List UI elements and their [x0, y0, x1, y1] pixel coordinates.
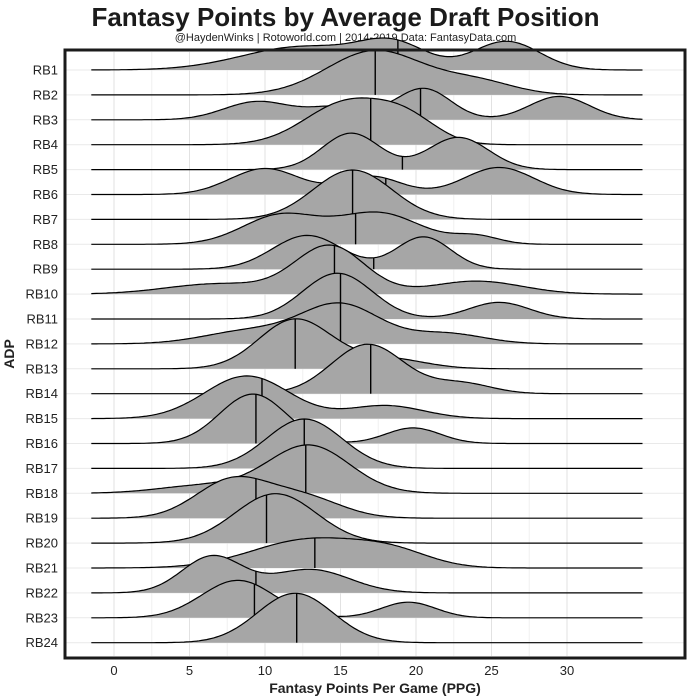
y-tick-labels: RB1 RB2 RB3 RB4 RB5 RB6 RB7 RB8 RB9 RB10 RB11 RB12 R…: [25, 63, 58, 651]
chart-title: Fantasy Points by Average Draft Position: [91, 2, 600, 32]
ridge-outline: [91, 493, 643, 544]
y-tick-label: RB24: [25, 635, 58, 650]
ridge-rb23: [91, 579, 643, 619]
ridge-outline: [91, 244, 643, 295]
y-tick-label: RB4: [33, 137, 58, 152]
ridge-fill: [91, 235, 643, 270]
x-tick-label: 5: [186, 663, 193, 678]
ridge-fill: [91, 580, 643, 618]
ridge-rb18: [91, 444, 643, 494]
chart-subtitle: @HaydenWinks | Rotoworld.com | 2014-2019…: [174, 32, 517, 44]
ridge-outline: [91, 475, 643, 519]
y-tick-label: RB11: [26, 312, 58, 327]
y-tick-label: RB19: [25, 511, 58, 526]
y-tick-label: RB6: [33, 187, 58, 202]
x-tick-labels: 0 5 10 15 20 25 30: [110, 663, 574, 678]
y-tick-label: RB13: [25, 361, 58, 376]
ridge-rb4: [91, 97, 643, 146]
ridge-fill: [91, 245, 643, 295]
ridge-outline: [91, 375, 643, 420]
y-tick-label: RB23: [25, 610, 58, 625]
ridge-rb8: [91, 211, 643, 245]
y-tick-label: RB22: [25, 585, 58, 600]
ridge-outline: [91, 343, 643, 395]
plot-panel-border: [63, 48, 687, 660]
ridge-fill: [91, 50, 643, 95]
ridge-rb16: [91, 393, 643, 445]
x-tick-label: 20: [409, 663, 423, 678]
ridge-rb2: [91, 49, 643, 96]
ridge-rb20: [91, 493, 643, 544]
y-axis-title: ADP: [1, 339, 17, 369]
ridge-outline: [91, 234, 643, 270]
ridge-outline: [91, 97, 643, 146]
ridge-fill: [91, 212, 643, 245]
x-tick-label: 25: [484, 663, 498, 678]
ridge-rb5: [91, 132, 643, 171]
y-tick-label: RB17: [25, 461, 58, 476]
ridge-outline: [91, 444, 643, 494]
ridge-rb12: [91, 302, 643, 345]
ridge-fill: [91, 476, 643, 519]
ridge-fill: [91, 170, 643, 220]
ridge-outline: [91, 592, 643, 644]
ridge-outline: [91, 554, 643, 594]
x-tick-label: 15: [333, 663, 347, 678]
y-tick-label: RB15: [25, 411, 58, 426]
y-tick-label: RB21: [25, 561, 58, 576]
y-tick-label: RB12: [25, 336, 58, 351]
x-tick-label: 30: [560, 663, 574, 678]
ridge-outline: [91, 302, 643, 345]
ridges: [91, 37, 643, 644]
ridge-fill: [91, 302, 643, 344]
ridge-fill: [91, 394, 643, 444]
y-tick-label: RB14: [25, 386, 58, 401]
ridge-fill: [91, 133, 643, 170]
ridge-fill: [91, 273, 643, 319]
ridge-rb7: [91, 169, 643, 220]
x-axis-title: Fantasy Points Per Game (PPG): [269, 680, 481, 696]
ridge-fill: [91, 444, 643, 494]
y-tick-label: RB18: [25, 486, 58, 501]
ridge-fill: [91, 344, 643, 394]
y-tick-label: RB3: [33, 112, 58, 127]
ridge-outline: [91, 537, 643, 569]
ridge-fill: [91, 419, 643, 469]
ridge-fill: [91, 493, 643, 544]
ridge-rb14: [91, 343, 643, 395]
y-tick-label: RB5: [33, 162, 58, 177]
ridge-rb24: [91, 592, 643, 644]
ridge-rb9: [91, 234, 643, 270]
y-tick-label: RB16: [25, 436, 58, 451]
ridge-outline: [91, 393, 643, 445]
y-tick-label: RB8: [33, 237, 58, 252]
x-tick-label: 0: [110, 663, 117, 678]
ridge-fill: [91, 88, 643, 120]
y-tick-label: RB2: [33, 87, 58, 102]
ridge-fill: [91, 97, 643, 145]
ridge-outline: [91, 211, 643, 245]
ridge-outline: [91, 169, 643, 220]
ridge-outline: [91, 132, 643, 171]
y-tick-label: RB10: [25, 287, 58, 302]
ridge-outline: [91, 418, 643, 469]
y-tick-label: RB9: [33, 262, 58, 277]
x-tick-label: 10: [258, 663, 272, 678]
ridge-outline: [91, 579, 643, 619]
y-tick-label: RB20: [25, 536, 58, 551]
y-tick-label: RB1: [33, 63, 58, 78]
ridge-outline: [91, 37, 643, 71]
ridge-outline: [91, 272, 643, 320]
y-tick-label: RB7: [33, 212, 58, 227]
